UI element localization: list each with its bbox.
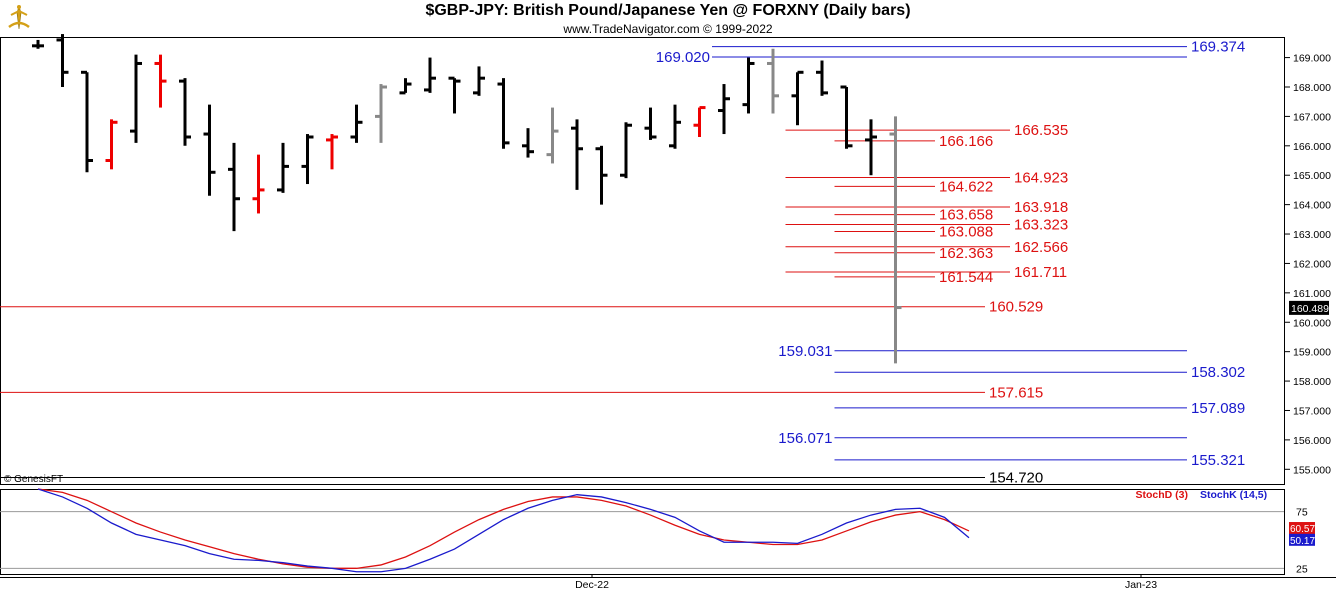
ohlc-bar <box>228 142 240 232</box>
stoch-line-k <box>37 488 970 573</box>
stoch-y-tick-label: 25 <box>1296 563 1308 575</box>
level-label: 169.374 <box>1191 39 1245 56</box>
ohlc-bar <box>375 84 387 143</box>
ohlc-bar <box>130 54 142 143</box>
level-label: 157.089 <box>1191 400 1245 417</box>
stoch-y-tick-label: 75 <box>1296 507 1308 519</box>
level-label: 164.622 <box>939 178 993 195</box>
ohlc-bar <box>105 119 118 170</box>
chart-subtitle: www.TradeNavigator.com © 1999-2022 <box>563 22 773 36</box>
stoch-panel-frame <box>0 489 1285 575</box>
copyright-text: © GenesisFT <box>4 474 64 485</box>
stoch-last-box <box>1289 533 1315 546</box>
ohlc-bar <box>816 60 828 96</box>
ohlc-bar <box>56 34 69 87</box>
price-y-tick-label: 165.000 <box>1293 170 1331 182</box>
ohlc-bar <box>669 104 681 149</box>
level-label: 169.020 <box>656 49 710 66</box>
ohlc-bar <box>399 78 412 95</box>
price-y-tick-label: 156.000 <box>1293 435 1331 447</box>
last-price-box <box>1289 300 1329 315</box>
ohlc-bar <box>448 76 461 114</box>
price-y-tick-label: 168.000 <box>1293 82 1331 94</box>
ohlc-bar <box>546 107 559 164</box>
level-label: 164.923 <box>1014 169 1068 186</box>
chart-header: $GBP-JPY: British Pound/Japanese Yen @ F… <box>0 0 1336 37</box>
ohlc-bar <box>81 70 93 173</box>
price-y-tick-label: 162.000 <box>1293 258 1331 270</box>
ohlc-bar <box>693 106 706 137</box>
stoch-last-box <box>1289 522 1315 535</box>
level-label: 163.323 <box>1014 217 1068 234</box>
ohlc-bar <box>522 128 534 158</box>
chart-title: $GBP-JPY: British Pound/Japanese Yen @ F… <box>425 2 911 19</box>
level-label: 162.566 <box>1014 239 1068 256</box>
level-label: 157.615 <box>989 384 1043 401</box>
level-label: 161.544 <box>939 269 993 286</box>
price-y-tick-label: 158.000 <box>1293 376 1331 388</box>
ohlc-bar <box>32 39 44 49</box>
price-y-tick-label: 157.000 <box>1293 405 1331 417</box>
ohlc-bar <box>718 84 730 135</box>
level-label: 159.031 <box>778 343 832 360</box>
ohlc-bar <box>179 78 191 146</box>
ohlc-bar <box>252 154 265 214</box>
stoch-last-label: 60.57 <box>1290 524 1315 535</box>
ohlc-bar <box>203 104 216 196</box>
ohlc-bar <box>473 66 485 96</box>
ohlc-bar <box>742 57 755 114</box>
price-y-tick-label: 159.000 <box>1293 347 1331 359</box>
ohlc-bar <box>767 48 779 114</box>
stoch-line-d <box>37 488 970 569</box>
level-label: 161.711 <box>1014 264 1067 281</box>
price-y-tick-label: 164.000 <box>1293 200 1331 212</box>
ohlc-bar <box>301 134 314 185</box>
price-y-tick-label: 161.000 <box>1293 288 1331 300</box>
legend-stochd: StochD (3) <box>1136 489 1189 501</box>
price-y-tick-label: 169.000 <box>1293 53 1331 65</box>
level-label: 163.918 <box>1014 199 1068 216</box>
price-y-tick-label: 155.000 <box>1293 464 1331 476</box>
ohlc-bar <box>571 119 583 190</box>
level-label: 154.720 <box>989 470 1043 487</box>
last-price-label: 160.489 <box>1291 303 1329 315</box>
ohlc-bar <box>840 85 853 149</box>
level-label: 163.658 <box>939 207 993 224</box>
x-tick-label: Jan-23 <box>1125 579 1157 591</box>
ohlc-bar <box>620 122 632 179</box>
ohlc-bar <box>277 142 289 193</box>
level-label: 166.166 <box>939 133 993 150</box>
ohlc-bar <box>889 116 902 364</box>
trade-navigator-logo-icon <box>8 4 30 30</box>
ohlc-bar <box>154 54 167 108</box>
price-y-tick-label: 167.000 <box>1293 111 1331 123</box>
level-label: 156.071 <box>778 430 832 447</box>
x-tick-label: Dec-22 <box>575 579 609 591</box>
legend-stochk: StochK (14,5) <box>1200 489 1267 501</box>
ohlc-bar <box>595 145 608 205</box>
price-y-tick-label: 160.000 <box>1293 317 1331 329</box>
ohlc-bar <box>791 70 804 126</box>
price-y-tick-label: 163.000 <box>1293 229 1331 241</box>
ohlc-bar <box>865 119 877 176</box>
stoch-last-label: 50.17 <box>1290 536 1315 547</box>
ohlc-bar <box>497 78 510 149</box>
level-label: 166.535 <box>1014 122 1068 139</box>
level-label: 162.363 <box>939 245 993 262</box>
level-label: 160.529 <box>989 299 1043 316</box>
ohlc-bar <box>424 57 436 93</box>
price-y-tick-label: 166.000 <box>1293 141 1331 153</box>
ohlc-bar <box>350 104 363 143</box>
level-label: 155.321 <box>1191 452 1245 469</box>
price-panel-frame <box>0 37 1285 485</box>
level-label: 163.088 <box>939 223 993 240</box>
level-label: 158.302 <box>1191 364 1245 381</box>
ohlc-bar <box>326 134 338 170</box>
ohlc-bar <box>644 107 657 140</box>
